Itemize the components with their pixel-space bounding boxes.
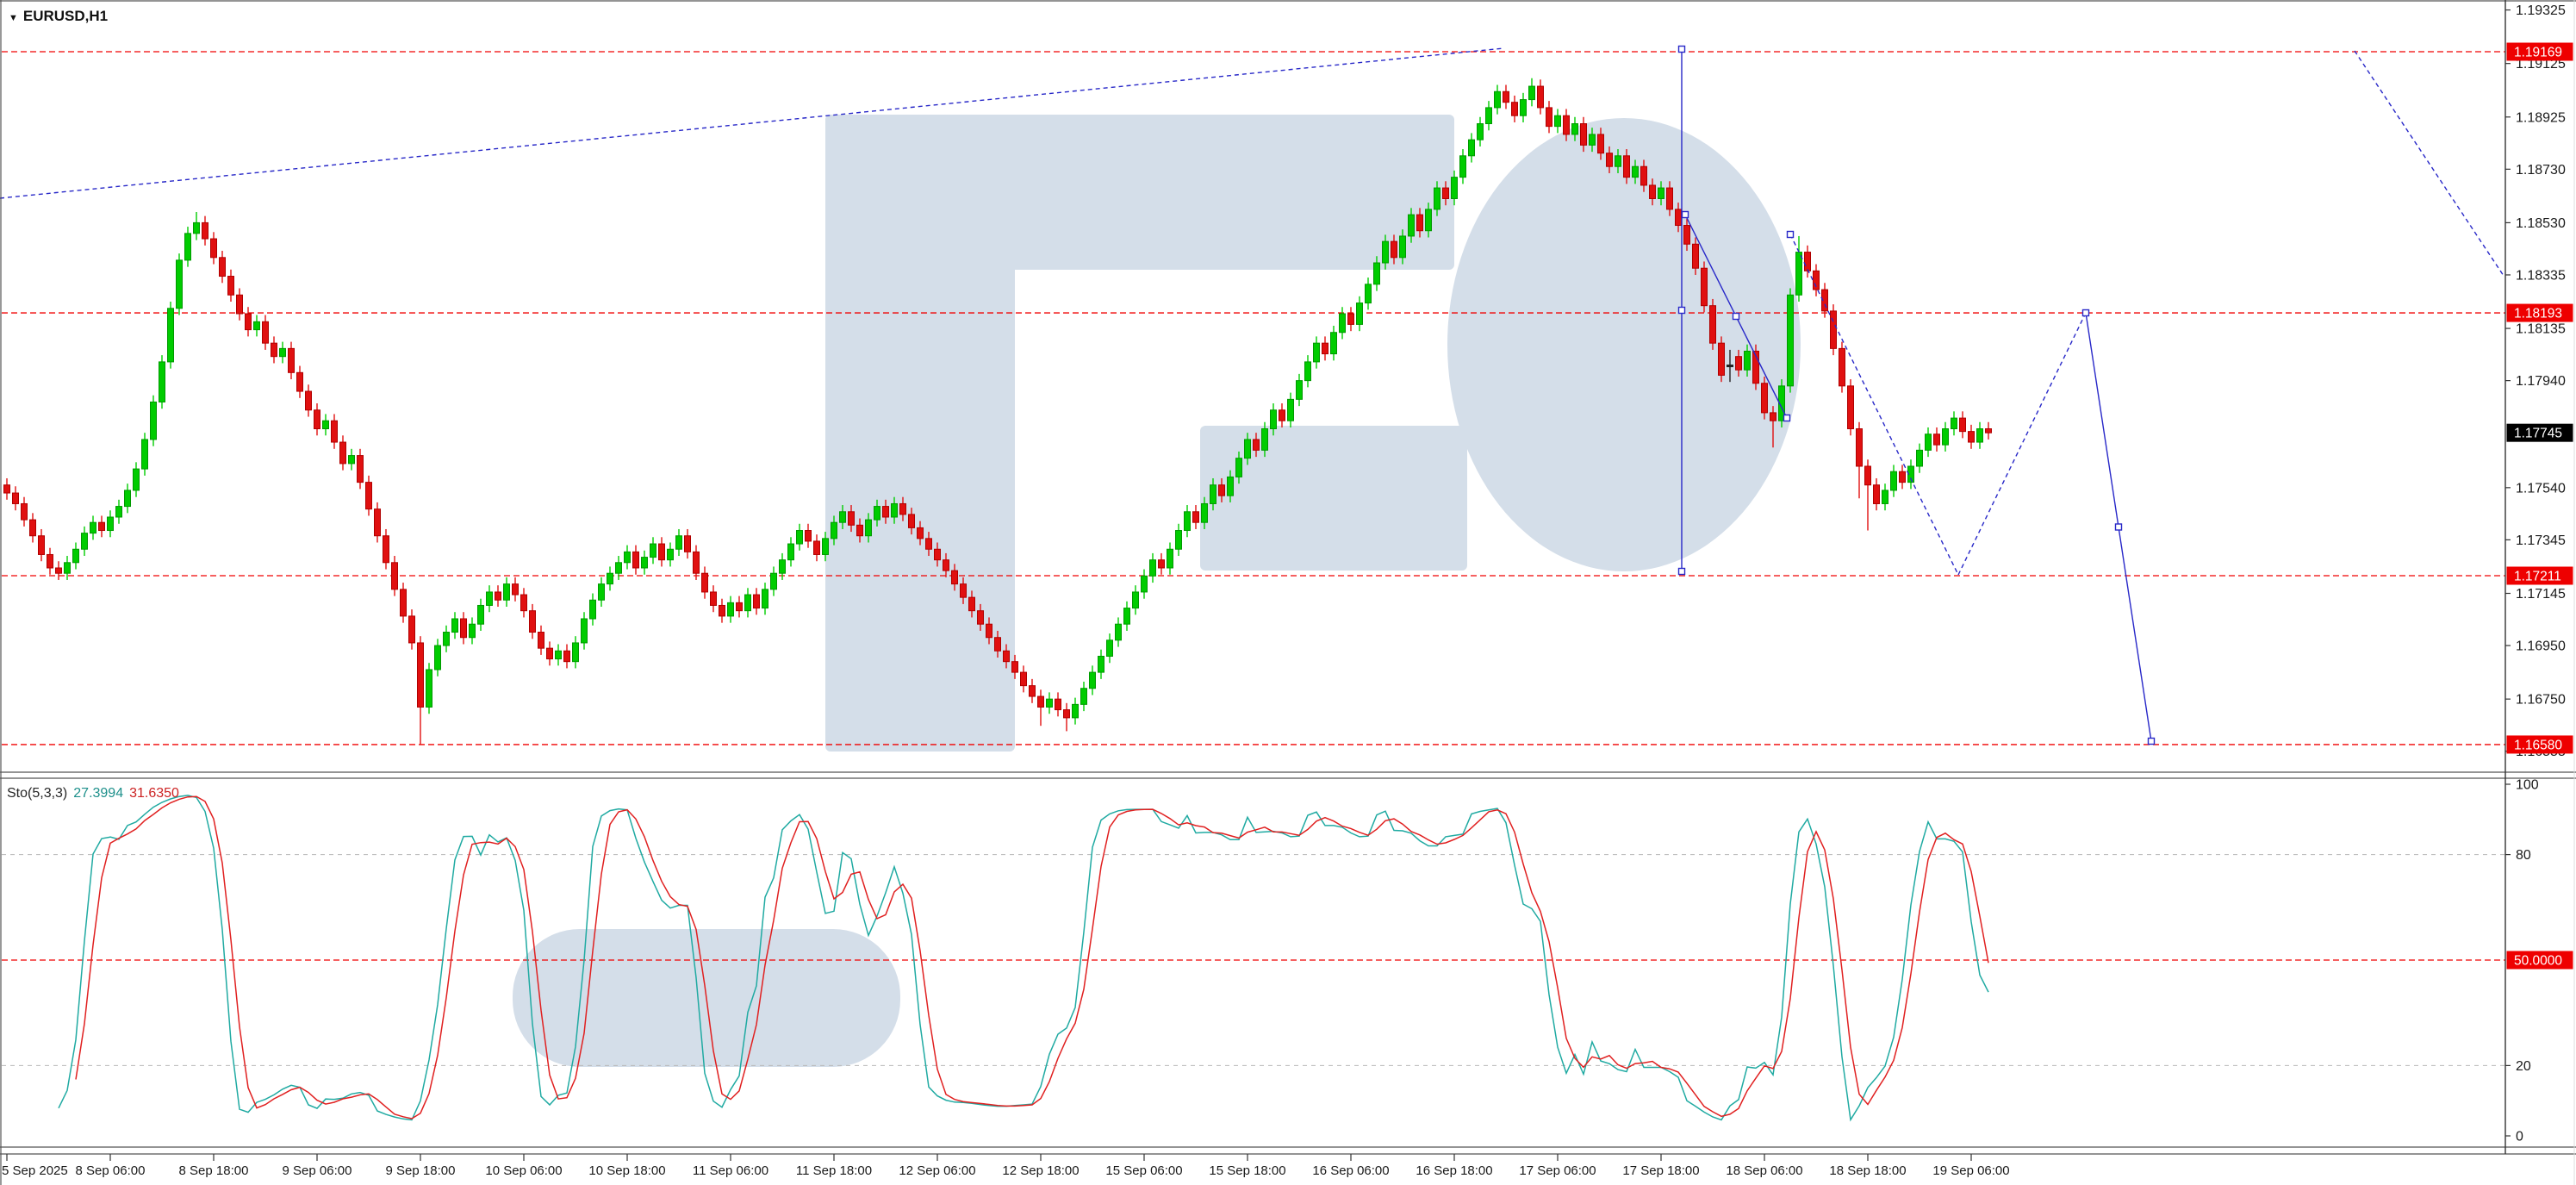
time-tick-label: 9 Sep 18:00	[386, 1163, 456, 1178]
trendline[interactable]	[1957, 312, 2087, 576]
level-price-box-label: 1.16580	[2514, 738, 2562, 752]
trendline-objects[interactable]	[0, 45, 2504, 745]
level-price-box-label: 1.17211	[2514, 569, 2561, 583]
trendline-handle[interactable]	[1677, 567, 1686, 576]
time-tick-label: 10 Sep 18:00	[588, 1163, 665, 1178]
symbol-timeframe-label[interactable]: ▼ EURUSD,H1	[9, 8, 108, 24]
price-axis[interactable]: 1.193251.191251.189251.187301.185301.183…	[2505, 3, 2573, 1144]
trendline-handle[interactable]	[1732, 312, 1740, 321]
time-tick-label: 10 Sep 06:00	[485, 1163, 562, 1178]
stoch-signal-line	[75, 795, 1989, 1120]
stoch-d-value: 31.6350	[129, 786, 179, 801]
time-tick-label: 18 Sep 06:00	[1726, 1163, 1802, 1178]
price-tick-label: 1.18730	[2516, 163, 2566, 178]
trendline-handle[interactable]	[2114, 523, 2123, 531]
stoch-level-box-label: 50.0000	[2514, 954, 2562, 969]
stoch-indicator-label[interactable]: Sto(5,3,3) 27.3994 31.6350	[7, 786, 179, 801]
level-price-box	[2506, 735, 2573, 754]
stoch-level-box	[2506, 951, 2573, 970]
trendline-handle[interactable]	[2081, 309, 2090, 317]
time-tick-label: 17 Sep 18:00	[1622, 1163, 1699, 1178]
time-tick-label: 9 Sep 06:00	[283, 1163, 352, 1178]
symbol-dropdown-icon: ▼	[9, 13, 18, 23]
time-tick-label: 19 Sep 06:00	[1932, 1163, 2009, 1178]
current-price-box-label: 1.17745	[2514, 427, 2562, 441]
time-tick-label: 12 Sep 06:00	[899, 1163, 975, 1178]
trendline-handle[interactable]	[1681, 210, 1689, 219]
stoch-tick-label: 20	[2516, 1059, 2531, 1074]
time-tick-label: 5 Sep 2025	[2, 1163, 68, 1178]
price-tick-label: 1.18925	[2516, 110, 2566, 125]
time-tick-label: 8 Sep 18:00	[179, 1163, 249, 1178]
stoch-tick-label: 100	[2516, 778, 2539, 793]
level-price-box-label: 1.19169	[2514, 46, 2562, 60]
price-tick-label: 1.17540	[2516, 481, 2566, 496]
time-tick-label: 16 Sep 06:00	[1312, 1163, 1389, 1178]
time-axis[interactable]: 5 Sep 2025 8 Sep 06:00 8 Sep 18:00 9 Sep 06…	[2, 1154, 2010, 1178]
candlestick-series	[3, 78, 1992, 745]
price-tick-label: 1.16750	[2516, 693, 2566, 708]
trendline-handle[interactable]	[1786, 230, 1795, 239]
trendline-handle[interactable]	[2147, 737, 2156, 745]
time-tick-label: 16 Sep 18:00	[1416, 1163, 1492, 1178]
time-tick-label: 17 Sep 06:00	[1519, 1163, 1596, 1178]
trendline-handle[interactable]	[1783, 414, 1791, 422]
stoch-name: Sto(5,3,3)	[7, 786, 67, 801]
price-tick-label: 1.19325	[2516, 3, 2566, 18]
watermark-logo	[513, 115, 1801, 1067]
current-price-box	[2506, 423, 2573, 442]
time-tick-label: 15 Sep 18:00	[1209, 1163, 1285, 1178]
symbol-label-text: EURUSD,H1	[23, 8, 108, 24]
price-tick-label: 1.18530	[2516, 216, 2566, 231]
stoch-tick-label: 80	[2516, 848, 2531, 863]
price-tick-label: 1.17145	[2516, 587, 2566, 602]
trendline-handle[interactable]	[1677, 306, 1686, 315]
stoch-grid	[2, 854, 2505, 1066]
trendline[interactable]	[2354, 50, 2504, 277]
price-tick-label: 1.17940	[2516, 374, 2566, 389]
level-price-box-label: 1.18193	[2514, 307, 2562, 321]
stoch-main-line	[58, 795, 1989, 1122]
price-tick-label: 1.16950	[2516, 639, 2566, 654]
time-tick-label: 8 Sep 06:00	[76, 1163, 146, 1178]
stoch-k-value: 27.3994	[73, 786, 123, 801]
time-tick-label: 18 Sep 18:00	[1829, 1163, 1906, 1178]
trendline[interactable]	[0, 47, 1504, 199]
trendline[interactable]	[1789, 234, 1959, 576]
time-tick-label: 15 Sep 06:00	[1105, 1163, 1182, 1178]
price-tick-label: 1.17345	[2516, 533, 2566, 548]
stoch-tick-label: 0	[2516, 1130, 2523, 1144]
time-tick-label: 11 Sep 18:00	[796, 1163, 872, 1178]
stochastic-indicator	[58, 795, 1989, 1122]
time-tick-label: 12 Sep 18:00	[1002, 1163, 1079, 1178]
price-tick-label: 1.18335	[2516, 268, 2566, 283]
time-tick-label: 11 Sep 06:00	[693, 1163, 768, 1178]
price-tick-label: 1.18135	[2516, 322, 2566, 337]
level-price-box	[2506, 42, 2573, 61]
level-price-box	[2506, 303, 2573, 322]
level-price-box	[2506, 566, 2573, 585]
trendline-handle[interactable]	[1677, 45, 1686, 53]
